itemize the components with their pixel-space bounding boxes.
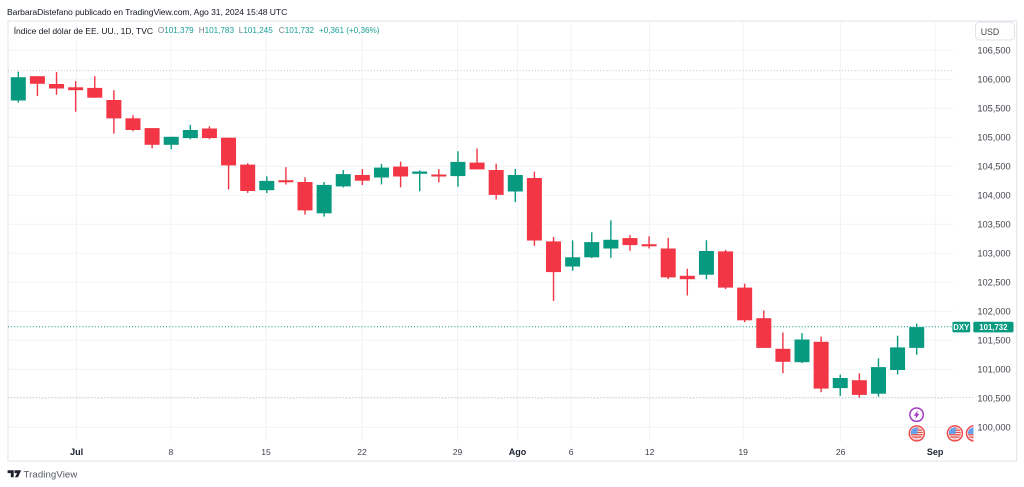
svg-text:106,000: 106,000: [977, 74, 1010, 84]
svg-text:103,000: 103,000: [977, 248, 1010, 258]
svg-text:Ago: Ago: [509, 447, 527, 457]
svg-text:106,500: 106,500: [977, 45, 1010, 55]
svg-text:101,500: 101,500: [977, 335, 1010, 345]
svg-text:100,500: 100,500: [977, 393, 1010, 403]
svg-text:26: 26: [836, 447, 846, 457]
svg-text:12: 12: [645, 447, 655, 457]
svg-text:105,000: 105,000: [977, 132, 1010, 142]
svg-text:102,000: 102,000: [977, 306, 1010, 316]
svg-text:105,500: 105,500: [977, 103, 1010, 113]
svg-text:104,000: 104,000: [977, 190, 1010, 200]
svg-text:Sep: Sep: [927, 447, 944, 457]
svg-text:DXY: DXY: [953, 323, 970, 332]
svg-text:Jul: Jul: [70, 447, 83, 457]
svg-text:19: 19: [738, 447, 748, 457]
svg-text:15: 15: [261, 447, 271, 457]
svg-text:104,500: 104,500: [977, 161, 1010, 171]
svg-text:102,500: 102,500: [977, 277, 1010, 287]
svg-text:103,500: 103,500: [977, 219, 1010, 229]
svg-text:22: 22: [357, 447, 367, 457]
svg-text:USD: USD: [981, 27, 1000, 37]
svg-text:TradingView: TradingView: [24, 469, 78, 480]
svg-text:101,732: 101,732: [979, 323, 1008, 332]
svg-text:100,000: 100,000: [977, 422, 1010, 432]
svg-text:6: 6: [569, 447, 574, 457]
svg-text:29: 29: [453, 447, 463, 457]
svg-text:8: 8: [169, 447, 174, 457]
svg-text:101,000: 101,000: [977, 364, 1010, 374]
